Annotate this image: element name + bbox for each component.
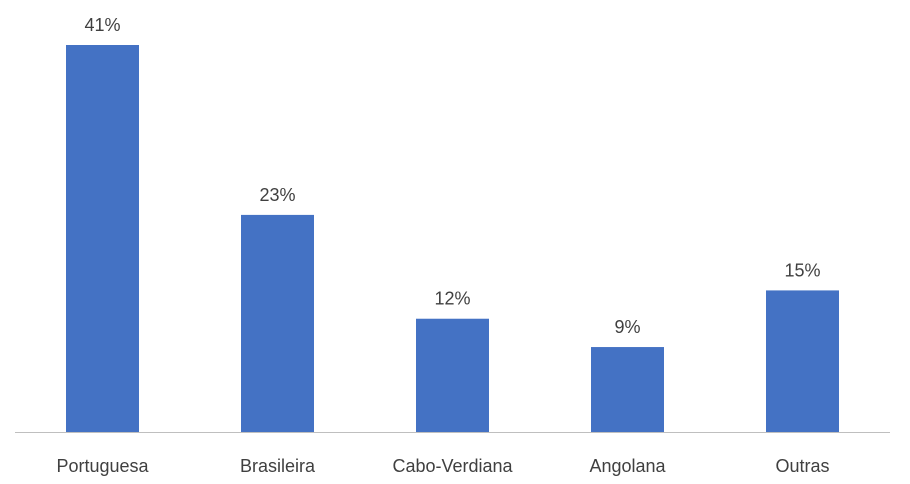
bar-cabo-verdiana: [416, 318, 489, 432]
category-label: Angolana: [589, 456, 666, 476]
bar-outras: [766, 290, 839, 432]
value-label: 41%: [84, 15, 120, 35]
value-label: 15%: [784, 260, 820, 280]
bar-portuguesa: [66, 45, 139, 432]
bar-angolana: [591, 347, 664, 432]
category-label: Brasileira: [240, 456, 316, 476]
bar-brasileira: [241, 214, 314, 432]
category-labels-layer: Portuguesa Brasileira Cabo-Verdiana Angolan…: [56, 456, 829, 476]
category-label: Cabo-Verdiana: [392, 456, 513, 476]
value-label: 9%: [614, 317, 640, 337]
value-label: 12%: [434, 289, 470, 309]
category-label: Portuguesa: [56, 456, 149, 476]
value-label: 23%: [259, 185, 295, 205]
bars-layer: [66, 45, 839, 432]
value-labels-layer: 41% 23% 12% 9% 15%: [84, 15, 820, 337]
category-label: Outras: [775, 456, 829, 476]
